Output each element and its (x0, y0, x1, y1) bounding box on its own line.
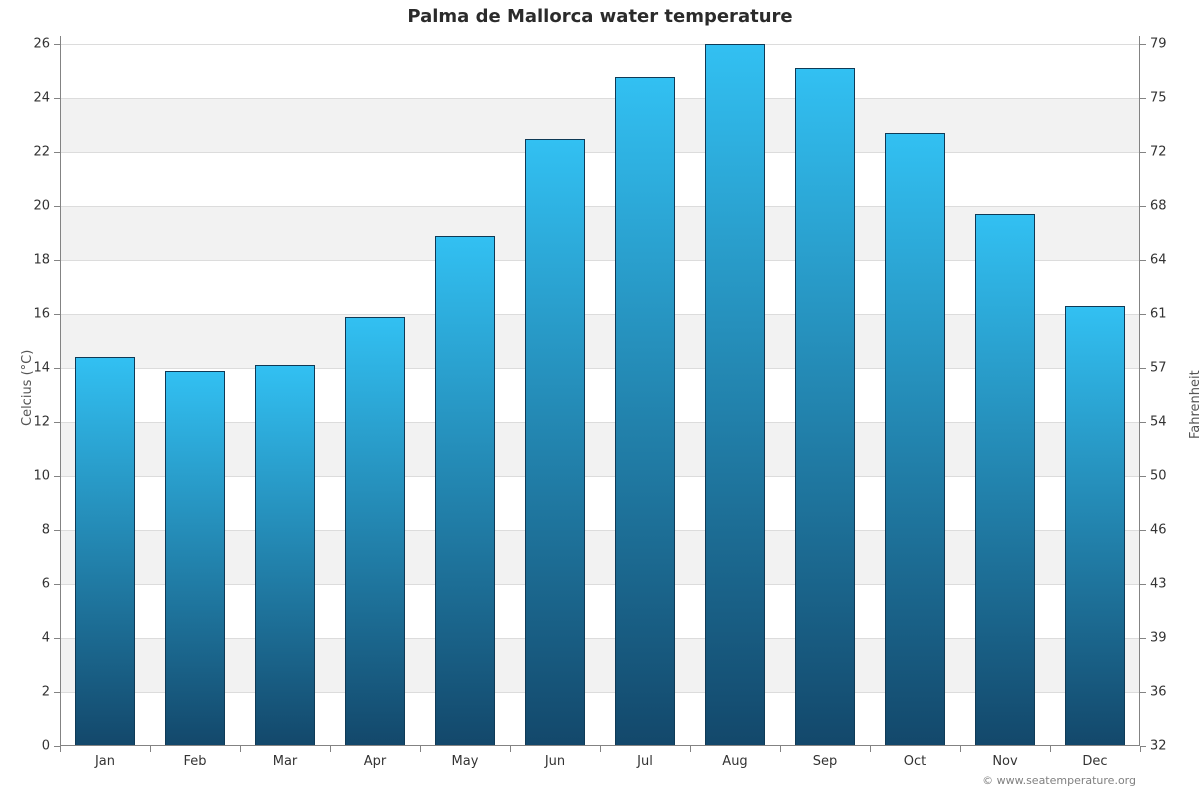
water-temp-chart: Palma de Mallorca water temperature 0246… (0, 0, 1200, 800)
y-right-tick: 61 (1150, 307, 1167, 322)
bar-jan (75, 357, 134, 746)
y-left-tick: 16 (33, 307, 50, 322)
y-left-tick: 20 (33, 199, 50, 214)
y-left-tick: 8 (42, 523, 50, 538)
y-left-tick: 18 (33, 253, 50, 268)
x-tick-feb: Feb (183, 754, 206, 769)
bar-mar (255, 365, 314, 746)
y-right-tick: 68 (1150, 199, 1167, 214)
y-right-tick: 57 (1150, 361, 1167, 376)
y-left-tick: 2 (42, 685, 50, 700)
y-axis-label-left: Celcius (°C) (20, 350, 35, 426)
y-left-tick: 26 (33, 37, 50, 52)
x-tick-dec: Dec (1082, 754, 1107, 769)
bar-sep (795, 68, 854, 746)
bar-dec (1065, 306, 1124, 746)
y-right-tick: 50 (1150, 469, 1167, 484)
y-right-tick: 64 (1150, 253, 1167, 268)
x-tick-aug: Aug (722, 754, 747, 769)
y-axis-label-right: Fahrenheit (°F) (1188, 370, 1200, 439)
bar-apr (345, 317, 404, 746)
x-tick-may: May (452, 754, 479, 769)
bar-jul (615, 77, 674, 747)
y-left-tick: 4 (42, 631, 50, 646)
y-right-tick: 36 (1150, 685, 1167, 700)
x-tick-jul: Jul (637, 754, 653, 769)
y-left-tick: 24 (33, 91, 50, 106)
y-right-tick: 39 (1150, 631, 1167, 646)
x-tick-nov: Nov (992, 754, 1017, 769)
y-right-tick: 32 (1150, 739, 1167, 754)
y-left-tick: 12 (33, 415, 50, 430)
y-right-tick: 72 (1150, 145, 1167, 160)
y-right-tick: 43 (1150, 577, 1167, 592)
bar-aug (705, 44, 764, 746)
bar-nov (975, 214, 1034, 746)
x-tick-apr: Apr (364, 754, 387, 769)
y-left-tick: 14 (33, 361, 50, 376)
bar-may (435, 236, 494, 746)
x-tick-oct: Oct (904, 754, 926, 769)
credit-text: © www.seatemperature.org (982, 774, 1136, 787)
bar-oct (885, 133, 944, 746)
y-left-tick: 22 (33, 145, 50, 160)
y-right-tick: 46 (1150, 523, 1167, 538)
y-left-tick: 10 (33, 469, 50, 484)
chart-title: Palma de Mallorca water temperature (0, 6, 1200, 27)
x-tick-jan: Jan (95, 754, 115, 769)
y-right-tick: 79 (1150, 37, 1167, 52)
y-left-tick: 0 (42, 739, 50, 754)
y-right-tick: 75 (1150, 91, 1167, 106)
bars-container (60, 36, 1140, 746)
x-tick-sep: Sep (813, 754, 838, 769)
y-left-tick: 6 (42, 577, 50, 592)
x-tick-mar: Mar (273, 754, 298, 769)
x-tick-jun: Jun (545, 754, 565, 769)
plot-area (60, 36, 1140, 746)
y-right-tick: 54 (1150, 415, 1167, 430)
bar-jun (525, 139, 584, 746)
bar-feb (165, 371, 224, 746)
